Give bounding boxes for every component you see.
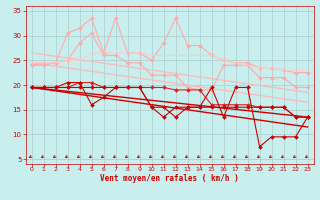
X-axis label: Vent moyen/en rafales ( km/h ): Vent moyen/en rafales ( km/h ): [100, 174, 239, 183]
